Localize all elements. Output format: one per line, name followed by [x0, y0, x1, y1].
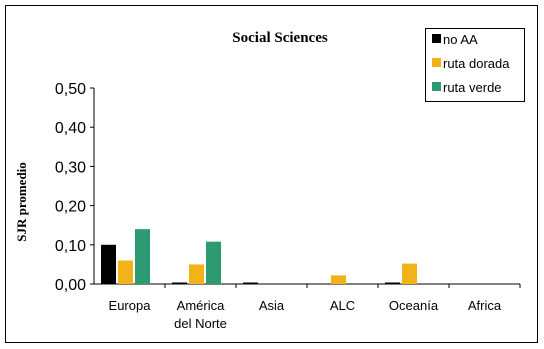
x-tick-label: ALC	[330, 298, 355, 313]
axes: 0,00 0,10 0,20 0,30 0,40 0,50 Europa América del…	[55, 81, 521, 331]
y-tick-label: 0,40	[55, 120, 86, 137]
bar	[172, 282, 187, 284]
bar	[385, 282, 400, 284]
legend-swatch	[432, 58, 441, 67]
bar	[189, 264, 204, 284]
bar	[206, 241, 221, 284]
legend-swatch	[432, 82, 441, 91]
x-tick-label: Asia	[259, 298, 285, 313]
x-tick-label: América del Norte	[174, 298, 227, 331]
bar	[243, 282, 258, 284]
x-tick-label: Oceanía	[389, 298, 439, 313]
bar	[135, 229, 150, 284]
y-tick-label: 0,20	[55, 199, 86, 216]
y-axis-label: SJR promedio	[14, 162, 29, 242]
y-tick-label: 0,50	[55, 81, 86, 98]
x-tick-label: Africa	[468, 298, 502, 313]
legend-box	[425, 28, 525, 102]
y-tick-label: 0,00	[55, 277, 86, 294]
x-tick-label: Europa	[109, 298, 152, 313]
legend-label: no AA	[443, 32, 478, 47]
legend: no AA ruta dorada ruta verde	[425, 28, 525, 102]
bar	[402, 263, 417, 284]
legend-label: ruta dorada	[443, 56, 510, 71]
bar	[331, 275, 346, 284]
y-tick-label: 0,30	[55, 159, 86, 176]
chart-title: Social Sciences	[232, 30, 328, 46]
legend-label: ruta verde	[443, 80, 502, 95]
y-tick-label: 0,10	[55, 238, 86, 255]
bar	[101, 244, 116, 284]
legend-swatch	[432, 34, 441, 43]
bar	[118, 260, 133, 284]
bars	[101, 229, 417, 284]
